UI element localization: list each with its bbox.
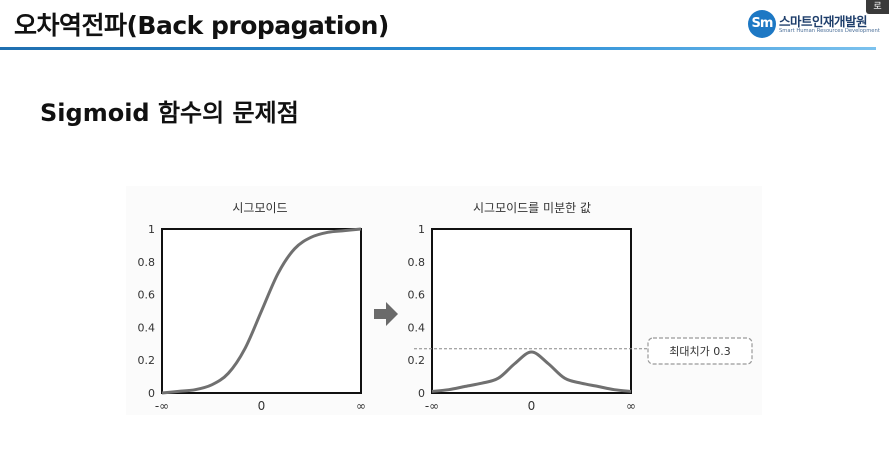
chart-sigmoid-derivative: 시그모이드를 미분한 값 00.20.40.60.81 -∞ 0 ∞ [408,201,648,413]
corner-badge[interactable]: 로 [866,0,889,14]
y-tick-label: 0.8 [138,256,156,269]
header-title: 오차역전파(Back propagation) [14,11,389,40]
chart-sigmoid: 시그모이드 00.20.40.60.81 -∞ 0 ∞ [138,201,367,413]
series-line [161,227,362,395]
section-title: Sigmoid 함수의 문제점 [40,99,299,127]
sigmoid-figure: 시그모이드 0 0.2 0.4 0.6 0.8 1 -∞ 0 ∞ 시그모이드를 미분한 값 0… [126,186,762,415]
y-tick-label: 0 [148,387,155,400]
logo-name: 스마트인재개발원 [779,14,868,29]
logo-subtitle: Smart Human Resources Development [779,28,880,34]
y-tick-label: 0.4 [408,321,426,334]
plot-frame [431,228,632,394]
logo-mark-icon: Sm [748,10,776,38]
y-tick-label: 0 [418,387,425,400]
series-line [431,350,632,393]
y-tick-label: 0.6 [138,289,156,302]
x-tick-label: -∞ [425,399,439,413]
y-tick-label: 0.8 [408,256,426,269]
y-tick-label: 0.6 [408,289,426,302]
annotation-label: 최대치가 0.3 [669,345,730,358]
x-tick-label: 0 [258,399,266,413]
y-tick-label: 1 [418,223,425,236]
y-tick-label: 0.4 [138,321,156,334]
right-arrow-icon [374,302,398,326]
x-tick-label: ∞ [626,399,636,413]
brand-logo: Sm 스마트인재개발원 Smart Human Resources Develo… [748,10,880,40]
header-divider [0,47,876,50]
chart-title: 시그모이드 [232,201,287,215]
sigmoid-charts-svg: 시그모이드 00.20.40.60.81 -∞ 0 ∞ 시그모이드를 미분한 값 0… [138,201,753,413]
x-tick-label: -∞ [155,399,169,413]
x-tick-label: ∞ [356,399,366,413]
y-tick-label: 1 [148,223,155,236]
y-tick-label: 0.2 [138,354,156,367]
y-tick-label: 0.2 [408,354,426,367]
x-tick-label: 0 [528,399,536,413]
chart-title: 시그모이드를 미분한 값 [473,201,591,215]
max-value-annotation: 최대치가 0.3 [647,337,753,365]
